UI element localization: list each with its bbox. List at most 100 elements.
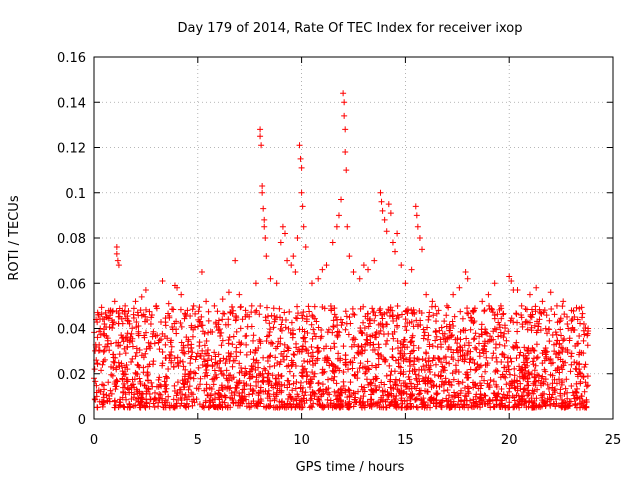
chart-title: Day 179 of 2014, Rate Of TEC Index for r… [177, 21, 522, 36]
data-point [398, 262, 405, 269]
data-point [98, 367, 105, 374]
data-point [398, 311, 405, 318]
data-point [425, 316, 432, 323]
data-point [120, 403, 127, 410]
data-point [281, 341, 288, 348]
data-point [518, 395, 525, 402]
data-point [343, 313, 350, 320]
data-point [254, 403, 261, 410]
data-point [189, 391, 196, 398]
data-point [443, 323, 450, 330]
data-point [168, 349, 175, 356]
data-point [247, 349, 254, 356]
data-point [410, 403, 417, 410]
data-point [242, 333, 249, 340]
data-point [543, 353, 550, 360]
data-point [537, 380, 544, 387]
data-point [266, 353, 273, 360]
data-point [376, 384, 383, 391]
data-point [157, 381, 164, 388]
data-point [487, 377, 494, 384]
data-point [513, 310, 520, 317]
data-point [220, 355, 227, 362]
data-point [283, 353, 290, 360]
data-point [577, 370, 584, 377]
data-point [233, 384, 240, 391]
data-point [214, 360, 221, 367]
data-point [115, 343, 122, 350]
data-point [464, 275, 471, 282]
data-point [138, 394, 145, 401]
data-point [231, 357, 238, 364]
data-point [191, 399, 198, 406]
data-point [481, 343, 488, 350]
data-point [328, 375, 335, 382]
data-point [106, 324, 113, 331]
data-point [470, 336, 477, 343]
data-point [380, 323, 387, 330]
data-point [487, 397, 494, 404]
data-point [171, 382, 178, 389]
data-point [463, 393, 470, 400]
data-point [448, 382, 455, 389]
data-point [151, 404, 158, 411]
data-point [243, 396, 250, 403]
data-point [266, 393, 273, 400]
data-point [206, 398, 213, 405]
data-point [157, 391, 164, 398]
data-point [531, 322, 538, 329]
data-point [345, 331, 352, 338]
data-point [309, 369, 316, 376]
data-point [133, 324, 140, 331]
data-point [182, 403, 189, 410]
y-axis-label: ROTI / TECUs [7, 195, 22, 280]
data-point [478, 321, 485, 328]
data-point [568, 350, 575, 357]
data-point [411, 311, 418, 318]
data-point [415, 321, 422, 328]
data-point [300, 334, 307, 341]
data-point [299, 203, 306, 210]
data-point [267, 275, 274, 282]
data-point [381, 216, 388, 223]
data-point [338, 196, 345, 203]
data-point [498, 397, 505, 404]
data-point [269, 372, 276, 379]
data-point [302, 244, 309, 251]
data-point [162, 397, 169, 404]
data-point [156, 346, 163, 353]
data-point [236, 377, 243, 384]
data-point [111, 298, 118, 305]
data-point [305, 350, 312, 357]
data-point [397, 340, 404, 347]
data-point [377, 309, 384, 316]
data-point [314, 355, 321, 362]
data-point [334, 355, 341, 362]
data-point [256, 311, 263, 318]
data-point [520, 374, 527, 381]
data-point [377, 189, 384, 196]
data-point [464, 388, 471, 395]
data-point [506, 399, 513, 406]
y-tick-label: 0.08 [57, 232, 86, 247]
data-point [551, 311, 558, 318]
data-point [576, 332, 583, 339]
data-point [450, 398, 457, 405]
data-point [236, 390, 243, 397]
data-point [133, 370, 140, 377]
data-point [357, 395, 364, 402]
data-point [142, 287, 149, 294]
data-point [144, 371, 151, 378]
data-point [147, 321, 154, 328]
data-point [480, 396, 487, 403]
data-point [299, 315, 306, 322]
data-point [482, 392, 489, 399]
data-point [555, 354, 562, 361]
data-point [476, 353, 483, 360]
data-point [146, 308, 153, 315]
data-point [488, 336, 495, 343]
data-point [261, 223, 268, 230]
data-point [196, 304, 203, 311]
data-point [371, 257, 378, 264]
data-point [248, 367, 255, 374]
